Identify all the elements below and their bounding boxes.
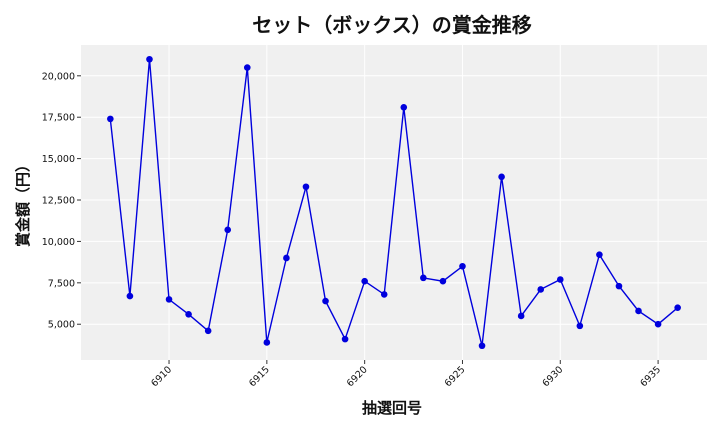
data-point — [341, 335, 349, 343]
data-point — [517, 312, 525, 320]
data-point — [361, 277, 368, 285]
data-point — [224, 226, 232, 234]
x-tick-label: 6935 — [638, 364, 663, 389]
y-tick-label: 20,000 — [42, 71, 75, 82]
data-point — [283, 254, 290, 262]
data-point — [615, 282, 623, 290]
data-point — [498, 173, 505, 181]
data-point — [380, 291, 388, 298]
y-axis-label: 賞金額（円） — [14, 157, 32, 247]
data-point — [556, 276, 564, 283]
data-point — [420, 274, 427, 282]
data-point — [635, 307, 642, 315]
data-point — [185, 310, 192, 318]
y-tick-label: 5,000 — [48, 320, 75, 331]
chart-title: セット（ボックス）の賞金推移 — [252, 13, 531, 37]
x-tick-label: 6915 — [247, 364, 272, 389]
grid — [81, 45, 707, 360]
series-layer — [107, 55, 681, 350]
data-point — [204, 327, 212, 335]
data-point — [400, 103, 408, 111]
y-tick-label: 17,500 — [42, 113, 75, 124]
data-point — [322, 297, 329, 305]
data-point — [439, 277, 447, 285]
data-point — [302, 183, 310, 191]
data-point — [596, 251, 603, 258]
data-point — [576, 322, 584, 330]
data-point — [243, 64, 251, 71]
x-tick-label: 6925 — [443, 364, 468, 389]
data-point — [459, 262, 466, 270]
y-tick-label: 15,000 — [42, 154, 75, 165]
data-point — [146, 55, 153, 63]
data-point — [478, 342, 486, 350]
x-axis-label: 抽選回号 — [362, 399, 422, 417]
x-tick-label: 6930 — [541, 364, 566, 389]
y-tick-label: 7,500 — [48, 278, 75, 289]
data-point — [674, 304, 681, 311]
x-tick-label: 6920 — [345, 364, 370, 389]
y-tick-label: 12,500 — [42, 196, 75, 207]
data-point — [263, 339, 271, 346]
data-point — [537, 286, 545, 293]
series-line — [109, 59, 679, 346]
y-tick-label: 10,000 — [42, 237, 75, 248]
x-tick-label: 6910 — [149, 364, 174, 389]
data-point — [107, 115, 114, 123]
data-point — [654, 320, 662, 328]
data-point — [165, 296, 173, 303]
data-point — [126, 292, 134, 300]
